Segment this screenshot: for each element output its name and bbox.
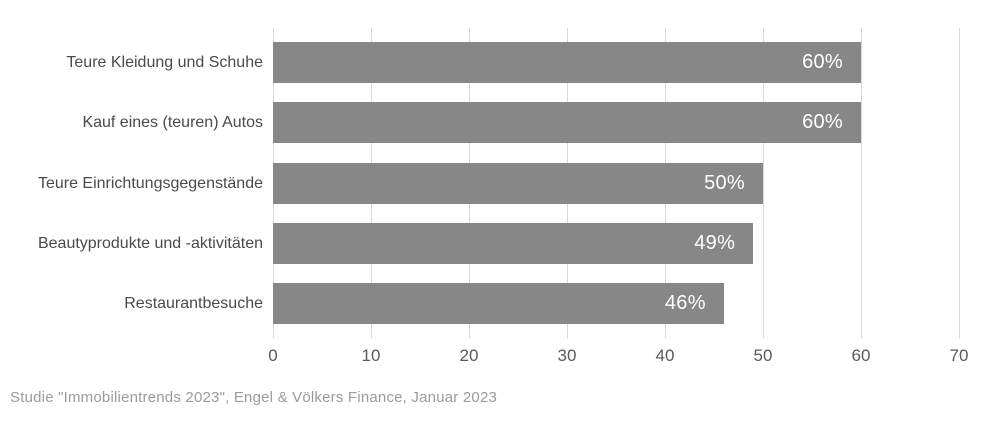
bar-value-label: 60% [802, 111, 843, 134]
category-label: Teure Kleidung und Schuhe [66, 54, 263, 71]
bar-value-label: 49% [694, 231, 736, 254]
bar: 46% [273, 283, 724, 325]
x-axis-tick-label: 40 [655, 346, 675, 365]
bar: 50% [273, 162, 763, 204]
x-axis-tick-label: 70 [949, 346, 969, 365]
x-axis-tick-label: 10 [361, 346, 381, 365]
x-axis-tick-label: 30 [557, 346, 577, 365]
source-note: Studie "Immobilientrends 2023", Engel & … [10, 389, 498, 406]
x-axis-tick-label: 20 [459, 346, 479, 365]
x-axis-tick-label: 60 [851, 346, 871, 365]
category-label: Kauf eines (teuren) Autos [82, 114, 263, 132]
category-label: Teure Einrichtungsgegenstände [37, 174, 263, 192]
plot-area: 60% 60% 50% 49% 46% [273, 28, 960, 338]
category-label: Restaurantbesuche [124, 295, 263, 313]
x-axis-tick-label: 50 [753, 346, 773, 365]
x-axis-tick-label: 0 [268, 346, 278, 365]
gridline [763, 28, 764, 338]
bar-value-label: 60% [802, 51, 843, 73]
gridline [959, 28, 960, 338]
gridline [861, 28, 862, 338]
bar: 49% [273, 222, 754, 264]
bar: 60% [273, 102, 861, 144]
category-label: Beautyprodukte und -aktivitäten [37, 234, 263, 252]
bar-value-label: 46% [664, 292, 706, 315]
bar-value-label: 50% [704, 171, 745, 194]
bar: 60% [273, 42, 861, 83]
